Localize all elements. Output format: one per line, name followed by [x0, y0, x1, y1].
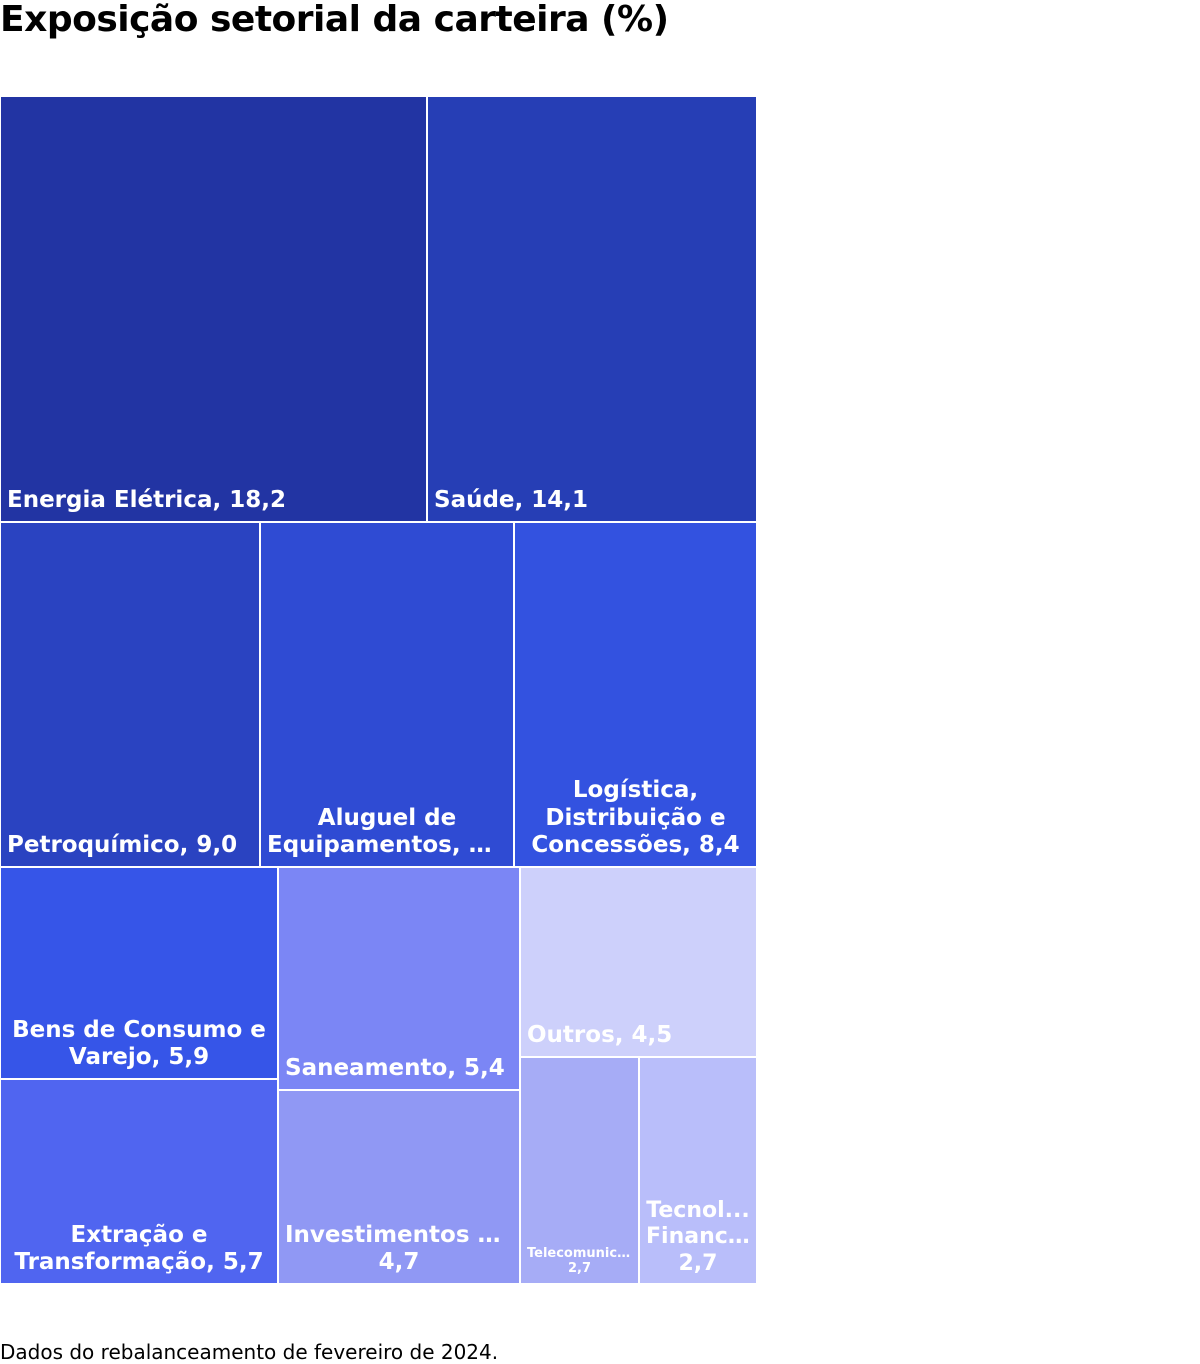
tile-label-line: Telecomunicaç...: [527, 1245, 632, 1261]
treemap-tile-label: Saneamento, 5,4: [285, 1055, 513, 1083]
treemap-tile-petroquimico: Petroquímico, 9,0: [0, 522, 260, 867]
footnote: Dados do rebalanceamento de fevereiro de…: [0, 1340, 499, 1364]
treemap-tile-label: Saúde, 14,1: [434, 487, 750, 515]
tile-label-line: Transformação, 5,7: [14, 1249, 264, 1276]
tile-label-line: Equipamentos, 8,8: [267, 832, 507, 859]
treemap-tile-saneamento: Saneamento, 5,4: [278, 867, 520, 1090]
tile-label-line: Saúde, 14,1: [434, 487, 589, 514]
tile-label-line: Varejo, 5,9: [68, 1044, 210, 1071]
treemap-tile-label: Extração e Transformação, 5,7: [7, 1222, 271, 1277]
treemap-tile-energia-eletrica: Energia Elétrica, 18,2: [0, 96, 427, 522]
tile-label-line: Tecnol...: [646, 1197, 750, 1223]
tile-label-line: Logística,: [572, 777, 699, 804]
treemap-tile-label: Investimentos e Participações,4,7: [285, 1222, 513, 1277]
tile-label-line: 4,7: [378, 1249, 420, 1276]
treemap-tile-logistica-distribuicao-e-concessoes: Logística, Distribuição e Concessões, 8,4: [514, 522, 757, 867]
tile-label-line: Financ...: [646, 1224, 750, 1250]
treemap-tile-tecnol-financ: Tecnol... Financ... 2,7: [639, 1057, 757, 1284]
treemap-tile-extracao-e-transformacao: Extração e Transformação, 5,7: [0, 1079, 278, 1284]
treemap-tile-saude: Saúde, 14,1: [427, 96, 757, 522]
treemap-tile-bens-de-consumo-e-varejo: Bens de Consumo e Varejo, 5,9: [0, 867, 278, 1079]
tile-label-line: Energia Elétrica, 18,2: [7, 487, 286, 514]
tile-label-line: Outros, 4,5: [527, 1022, 673, 1049]
treemap-tile-label: Petroquímico, 9,0: [7, 832, 253, 860]
treemap-tile-label: Tecnol... Financ... 2,7: [646, 1198, 750, 1277]
treemap-tile-outros: Outros, 4,5: [520, 867, 757, 1057]
tile-label-line: Extração e: [70, 1221, 208, 1248]
tile-label-line: 2,7: [567, 1261, 592, 1277]
tile-label-line: Saneamento, 5,4: [285, 1055, 505, 1082]
treemap-tile-label: Telecomunicaç...2,7: [527, 1246, 632, 1277]
chart-title: Exposição setorial da carteira (%): [0, 0, 669, 40]
treemap-chart: Energia Elétrica, 18,2 Saúde, 14,1 Petroqu…: [0, 96, 757, 1284]
tile-label-line: Distribuição e: [545, 804, 726, 831]
treemap-tile-label: Energia Elétrica, 18,2: [7, 487, 420, 515]
tile-label-line: Concessões, 8,4: [531, 832, 740, 859]
treemap-tile-label: Bens de Consumo e Varejo, 5,9: [7, 1017, 271, 1072]
tile-label-line: Investimentos e Participações,: [285, 1221, 513, 1248]
treemap-tile-label: Aluguel de Equipamentos, 8,8: [267, 805, 507, 860]
treemap-tile-label: Outros, 4,5: [527, 1022, 750, 1050]
treemap-tile-investimentos-e-participacoes: Investimentos e Participações,4,7: [278, 1090, 520, 1284]
treemap-tile-label: Logística, Distribuição e Concessões, 8,4: [521, 777, 750, 860]
tile-label-line: Bens de Consumo e: [12, 1016, 266, 1043]
tile-label-line: Aluguel de: [317, 804, 457, 831]
tile-label-line: 2,7: [678, 1250, 718, 1276]
tile-label-line: Petroquímico, 9,0: [7, 832, 238, 859]
treemap-tile-telecomunicac: Telecomunicaç...2,7: [520, 1057, 639, 1284]
treemap-tile-aluguel-de-equipamentos: Aluguel de Equipamentos, 8,8: [260, 522, 514, 867]
